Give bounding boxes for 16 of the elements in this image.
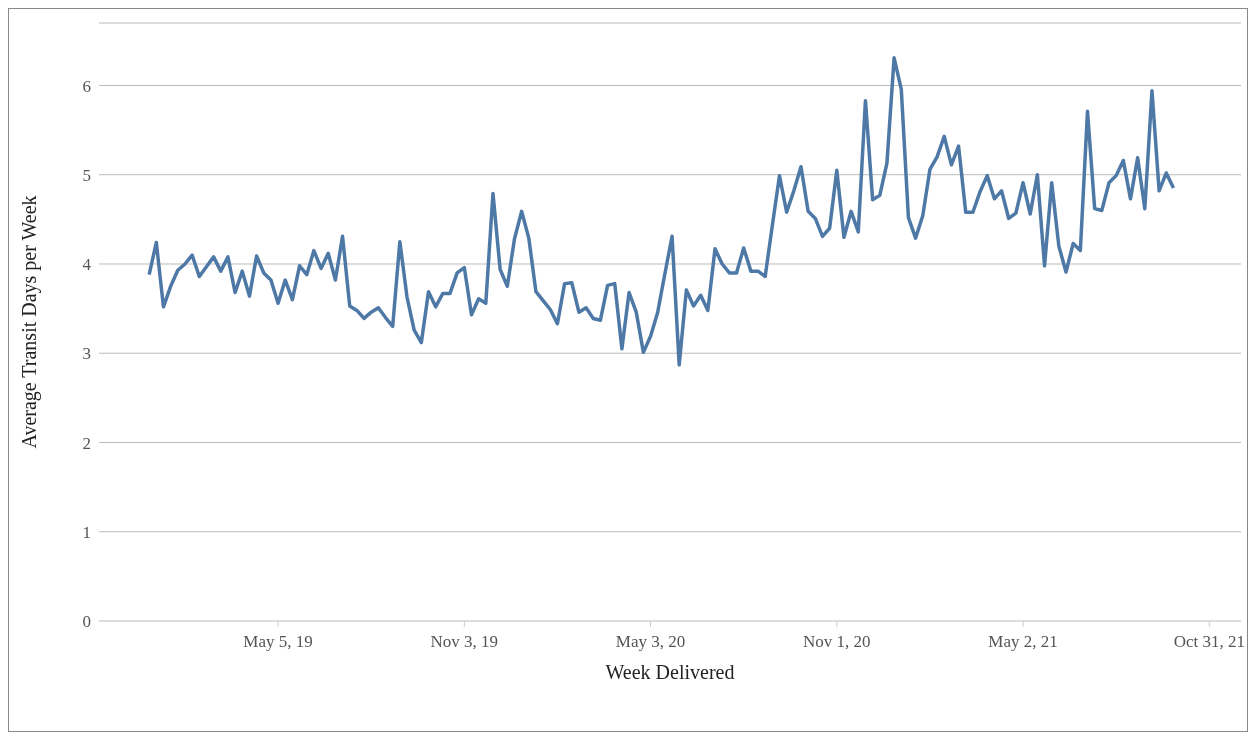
x-tick-label: May 2, 21	[988, 632, 1058, 652]
x-tick-label: Oct 31, 21	[1173, 632, 1245, 652]
x-tick-label: May 3, 20	[615, 632, 686, 652]
x-axis-title: Week Delivered	[605, 661, 735, 683]
y-tick-label: 1	[82, 522, 91, 542]
y-tick-label: 6	[82, 76, 91, 96]
y-tick-label: 5	[82, 165, 91, 185]
y-tick-label: 2	[82, 433, 91, 453]
line-series	[147, 56, 1176, 367]
x-tick-label: Nov 1, 20	[803, 632, 871, 652]
y-tick-label: 4	[82, 255, 92, 275]
x-tick-label: Nov 3, 19	[430, 632, 499, 652]
y-tick-label: 0	[82, 612, 91, 632]
y-tick-label: 3	[82, 344, 91, 364]
x-tick-label: May 5, 19	[243, 632, 313, 652]
y-axis-title: Average Transit Days per Week	[18, 195, 42, 449]
